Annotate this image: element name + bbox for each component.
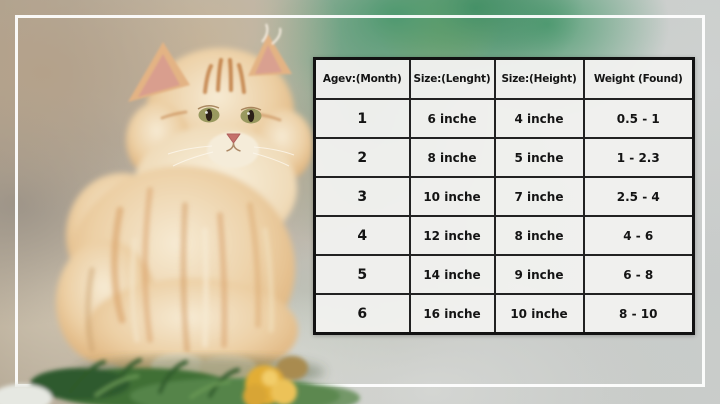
table-cell: 6 [313, 293, 411, 335]
table-cell: 5 [313, 254, 411, 295]
column-header-height: Size:(Height) [493, 57, 585, 100]
table-row: 4 12 inche 8 inche 4 - 6 [313, 215, 695, 256]
table-cell: 10 inche [408, 176, 496, 217]
table-cell: 4 inche [493, 98, 585, 139]
column-header-weight: Weight (Found) [582, 57, 695, 100]
table-cell: 10 inche [493, 293, 585, 335]
table-cell: 8 inche [408, 137, 496, 178]
table-cell: 3 [313, 176, 411, 217]
column-header-length: Size:(Lenght) [408, 57, 496, 100]
table-row: 5 14 inche 9 inche 6 - 8 [313, 254, 695, 295]
table-cell: 4 [313, 215, 411, 256]
table-cell: 6 inche [408, 98, 496, 139]
table-cell: 4 - 6 [582, 215, 695, 256]
table-cell: 2.5 - 4 [582, 176, 695, 217]
table-row: 1 6 inche 4 inche 0.5 - 1 [313, 98, 695, 139]
table-cell: 6 - 8 [582, 254, 695, 295]
table-cell: 2 [313, 137, 411, 178]
table-cell: 1 - 2.3 [582, 137, 695, 178]
table-cell: 0.5 - 1 [582, 98, 695, 139]
table-row: 6 16 inche 10 inche 8 - 10 [313, 293, 695, 335]
table-cell: 1 [313, 98, 411, 139]
table-cell: 16 inche [408, 293, 496, 335]
column-header-age: Agev:(Month) [313, 57, 411, 100]
table-cell: 7 inche [493, 176, 585, 217]
table-cell: 8 - 10 [582, 293, 695, 335]
table-cell: 5 inche [493, 137, 585, 178]
table-cell: 9 inche [493, 254, 585, 295]
table-row: 3 10 inche 7 inche 2.5 - 4 [313, 176, 695, 217]
header-row: Agev:(Month) Size:(Lenght) Size:(Height)… [313, 57, 695, 100]
table-cell: 8 inche [493, 215, 585, 256]
table-cell: 14 inche [408, 254, 496, 295]
white-border-frame [15, 15, 705, 387]
table-row: 2 8 inche 5 inche 1 - 2.3 [313, 137, 695, 178]
cat-growth-table: Agev:(Month) Size:(Lenght) Size:(Height)… [313, 57, 695, 335]
table-cell: 12 inche [408, 215, 496, 256]
